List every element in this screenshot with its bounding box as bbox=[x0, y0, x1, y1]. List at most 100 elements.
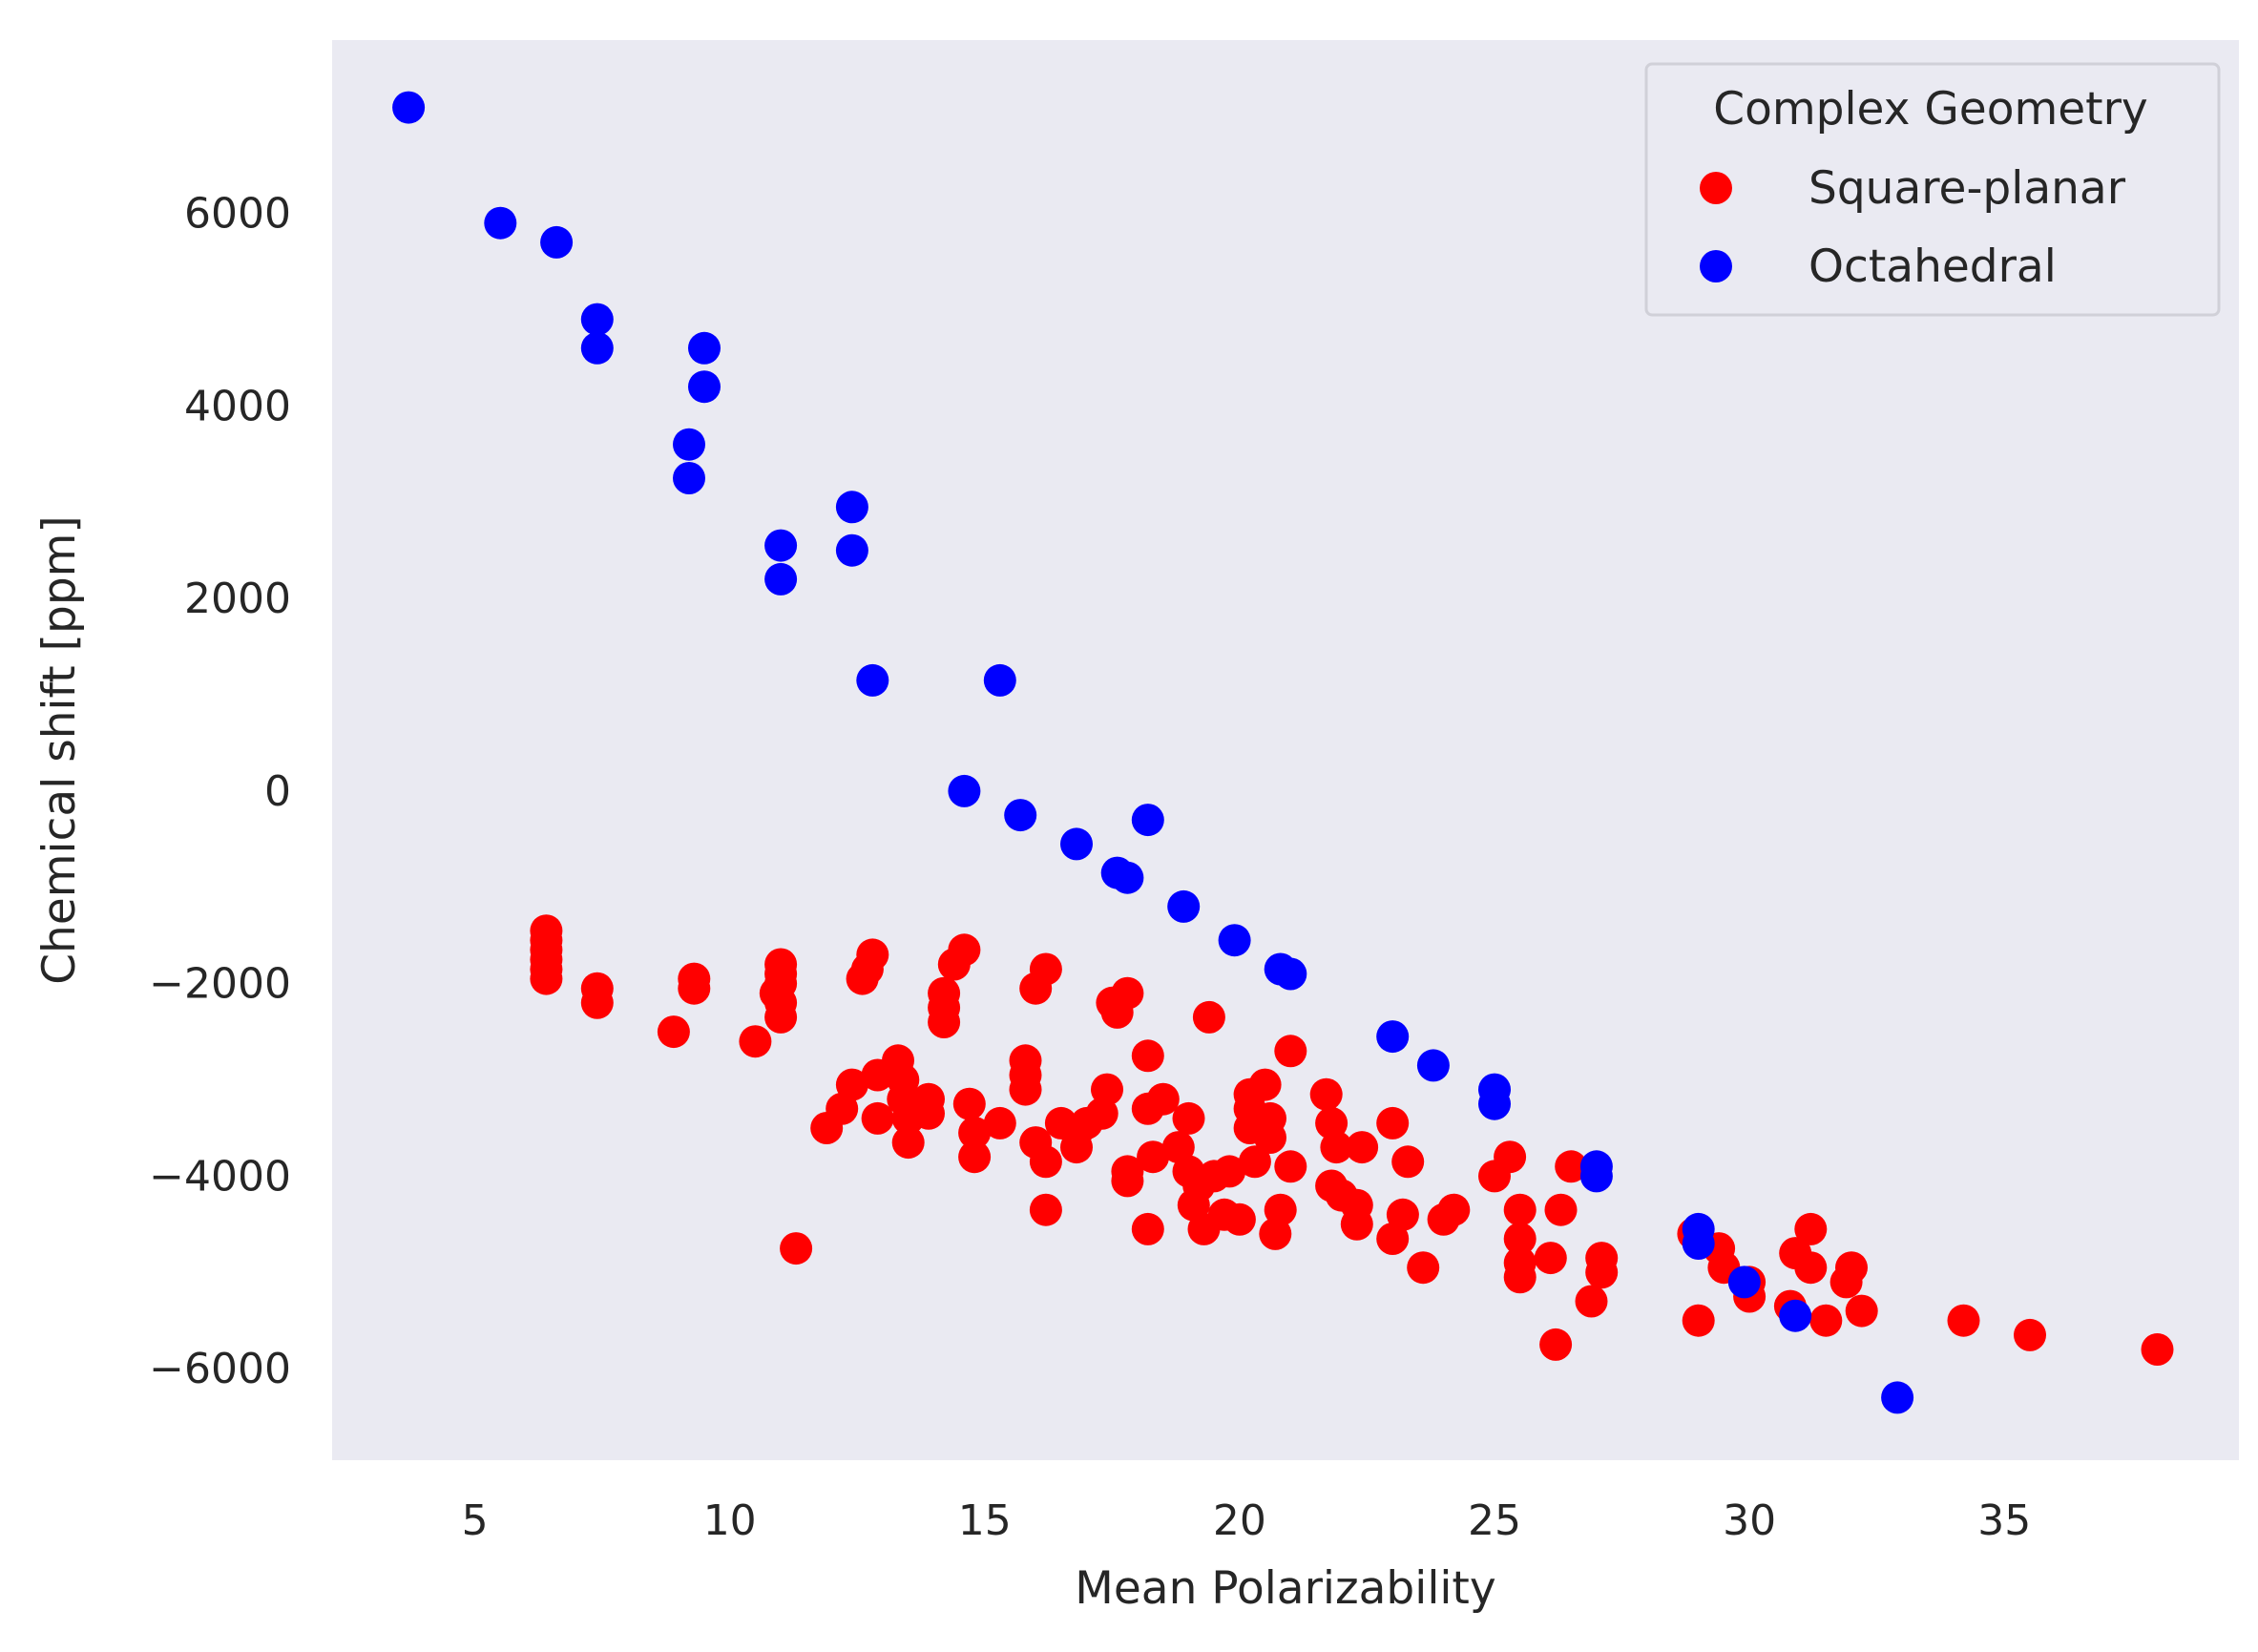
data-point bbox=[1794, 1251, 1828, 1285]
data-points bbox=[392, 91, 2174, 1414]
x-tick-label: 15 bbox=[958, 1496, 1012, 1545]
series-octahedral bbox=[392, 91, 1914, 1414]
data-point bbox=[688, 370, 721, 404]
data-point bbox=[1682, 1227, 1715, 1260]
x-tick-label: 35 bbox=[1977, 1496, 2031, 1545]
x-axis-ticks: 5 10 15 20 25 30 35 bbox=[462, 1496, 2032, 1545]
legend: Complex Geometry Square-planar Octahedra… bbox=[1644, 62, 2221, 317]
data-point bbox=[739, 1025, 772, 1058]
data-point bbox=[958, 1140, 992, 1174]
data-point bbox=[780, 1232, 813, 1265]
data-point bbox=[948, 933, 981, 967]
legend-marker-square-planar bbox=[1700, 172, 1732, 204]
data-point bbox=[1346, 1131, 1379, 1164]
data-point bbox=[1503, 1193, 1537, 1226]
x-tick-label: 25 bbox=[1468, 1496, 1521, 1545]
data-point bbox=[1794, 1212, 1828, 1245]
data-point bbox=[1539, 1328, 1573, 1361]
data-point bbox=[1881, 1381, 1914, 1414]
x-axis-title: Mean Polarizability bbox=[1075, 1562, 1495, 1615]
series-square-planar bbox=[530, 914, 2174, 1366]
data-point bbox=[1254, 1121, 1286, 1154]
data-point bbox=[948, 774, 981, 807]
data-point bbox=[1575, 1285, 1608, 1318]
data-point bbox=[1274, 1035, 1307, 1068]
y-axis-ticks: −6000 −4000 −2000 0 2000 4000 6000 bbox=[149, 190, 291, 1394]
y-tick-label: 6000 bbox=[184, 190, 291, 239]
data-point bbox=[673, 428, 705, 461]
data-point bbox=[1320, 1131, 1353, 1164]
legend-title: Complex Geometry bbox=[1713, 83, 2147, 136]
data-point bbox=[1004, 799, 1037, 832]
legend-label-octahedral: Octahedral bbox=[1808, 240, 2057, 293]
legend-label-square-planar: Square-planar bbox=[1808, 162, 2126, 215]
data-point bbox=[657, 1015, 690, 1049]
data-point bbox=[1213, 1155, 1246, 1188]
y-tick-label: −2000 bbox=[149, 960, 291, 1009]
data-point bbox=[1131, 804, 1164, 837]
data-point bbox=[835, 533, 868, 567]
data-point bbox=[1060, 827, 1093, 861]
y-axis-title: Chemical shift [ppm] bbox=[33, 515, 86, 985]
data-point bbox=[1309, 1077, 1343, 1111]
data-point bbox=[1845, 1294, 1878, 1328]
data-point bbox=[530, 962, 563, 995]
data-point bbox=[1947, 1304, 1980, 1337]
x-tick-label: 20 bbox=[1213, 1496, 1266, 1545]
data-point bbox=[2014, 1318, 2046, 1351]
data-point bbox=[1218, 924, 1251, 957]
data-point bbox=[1494, 1140, 1527, 1174]
data-point bbox=[1167, 889, 1201, 923]
x-tick-label: 30 bbox=[1723, 1496, 1776, 1545]
data-point bbox=[1555, 1150, 1588, 1183]
data-point bbox=[764, 529, 798, 562]
data-point bbox=[1340, 1207, 1373, 1241]
y-tick-label: −4000 bbox=[149, 1152, 291, 1201]
data-point bbox=[1172, 1101, 1205, 1135]
data-point bbox=[1131, 1039, 1164, 1073]
data-point bbox=[891, 1126, 925, 1160]
data-point bbox=[958, 1117, 992, 1149]
y-tick-label: 0 bbox=[264, 767, 291, 816]
data-point bbox=[1416, 1049, 1450, 1082]
data-point bbox=[1835, 1251, 1868, 1285]
data-point bbox=[678, 972, 711, 1005]
data-point bbox=[912, 1097, 945, 1130]
data-point bbox=[835, 1068, 868, 1101]
data-point bbox=[856, 938, 889, 972]
data-point bbox=[1029, 1145, 1062, 1179]
data-point bbox=[983, 1106, 1016, 1140]
data-point bbox=[856, 663, 889, 697]
data-point bbox=[1029, 952, 1062, 986]
data-point bbox=[764, 1000, 798, 1034]
data-point bbox=[1779, 1299, 1812, 1332]
data-point bbox=[1085, 1097, 1119, 1130]
data-point bbox=[861, 1101, 894, 1135]
data-point bbox=[1111, 1164, 1144, 1198]
data-point bbox=[1274, 957, 1307, 991]
data-point bbox=[1146, 1082, 1180, 1116]
data-point bbox=[1534, 1242, 1567, 1275]
data-point bbox=[983, 663, 1016, 697]
data-point bbox=[1682, 1304, 1715, 1337]
data-point bbox=[2141, 1333, 2174, 1366]
data-point bbox=[1111, 861, 1144, 894]
data-point bbox=[1727, 1265, 1761, 1299]
data-point bbox=[580, 986, 614, 1019]
data-point bbox=[540, 225, 574, 259]
data-point bbox=[1391, 1145, 1425, 1179]
legend-box bbox=[1644, 62, 2221, 317]
data-point bbox=[1585, 1256, 1619, 1289]
data-point bbox=[1192, 1000, 1225, 1034]
data-point bbox=[1029, 1193, 1062, 1226]
y-tick-label: 4000 bbox=[184, 382, 291, 430]
data-point bbox=[1111, 976, 1144, 1010]
data-point bbox=[392, 91, 426, 124]
data-point bbox=[1544, 1193, 1578, 1226]
data-point bbox=[764, 562, 798, 596]
data-point bbox=[1315, 1106, 1349, 1140]
data-point bbox=[1248, 1068, 1282, 1101]
data-point bbox=[1274, 1150, 1307, 1183]
data-point bbox=[1407, 1251, 1440, 1285]
